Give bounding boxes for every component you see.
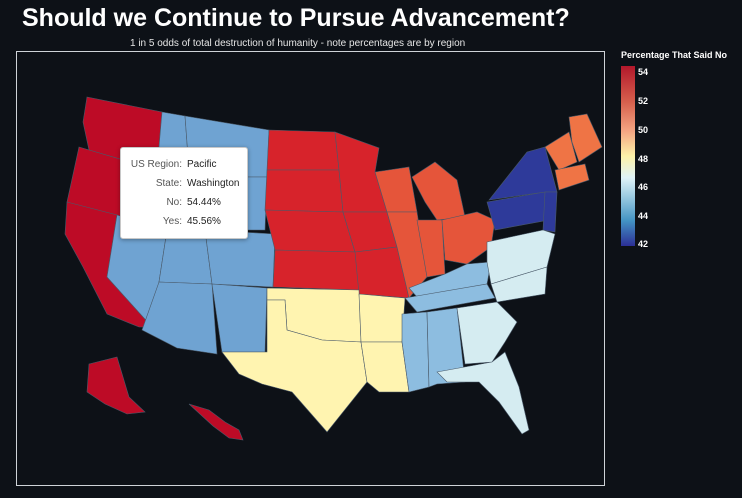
tooltip-row-region: US Region: Pacific xyxy=(121,159,247,173)
region-east-south-central[interactable] xyxy=(401,261,496,393)
state-south-dakota[interactable] xyxy=(264,169,344,213)
chart-title: Should we Continue to Pursue Advancement… xyxy=(22,4,570,32)
colorbar-tick-label: 52 xyxy=(638,96,649,106)
map-frame[interactable] xyxy=(16,51,605,486)
colorbar-tick-label: 54 xyxy=(638,67,649,77)
state-north-dakota[interactable] xyxy=(266,129,340,171)
state-kansas[interactable] xyxy=(272,249,360,291)
state-north-carolina[interactable] xyxy=(490,266,548,303)
colorbar-tick-label: 46 xyxy=(638,182,649,192)
tooltip-key: State: xyxy=(155,178,182,189)
tooltip-row-yes: Yes: 45.56% xyxy=(121,216,247,230)
state-nebraska[interactable] xyxy=(264,209,356,253)
us-choropleth-map[interactable] xyxy=(17,52,606,487)
colorbar-tick-label: 48 xyxy=(638,154,649,164)
legend-title: Percentage That Said No xyxy=(621,50,728,60)
state-massachusetts-ct-ri[interactable] xyxy=(554,163,590,191)
tooltip-key: No: xyxy=(166,197,182,208)
state-south-carolina-georgia[interactable] xyxy=(456,301,518,365)
region-south-atlantic[interactable] xyxy=(436,229,556,435)
state-maine[interactable] xyxy=(568,113,603,163)
tooltip-row-state: State: Washington xyxy=(121,178,247,192)
region-west-north-central[interactable] xyxy=(264,129,410,299)
hover-tooltip: US Region: Pacific State: Washington No:… xyxy=(120,147,248,239)
tooltip-value: Washington xyxy=(187,178,240,189)
state-arizona[interactable] xyxy=(141,281,218,355)
state-michigan[interactable] xyxy=(411,161,466,221)
chart-subtitle: 1 in 5 odds of total destruction of huma… xyxy=(130,38,466,49)
state-alabama[interactable] xyxy=(426,307,466,388)
state-new-jersey[interactable] xyxy=(542,191,558,233)
tooltip-key: Yes: xyxy=(162,216,182,227)
state-vermont-new-hampshire[interactable] xyxy=(544,131,578,171)
tooltip-key: US Region: xyxy=(130,159,182,170)
colorbar-tick-label: 50 xyxy=(638,125,649,135)
region-east-north-central[interactable] xyxy=(374,161,496,299)
colorbar-tick-label: 42 xyxy=(638,239,649,249)
state-new-mexico[interactable] xyxy=(211,283,268,353)
colorbar xyxy=(621,66,635,246)
region-west-south-central[interactable] xyxy=(221,287,410,433)
tooltip-row-no: No: 54.44% xyxy=(121,197,247,211)
tooltip-value: Pacific xyxy=(187,159,217,170)
state-mississippi[interactable] xyxy=(401,311,430,393)
tooltip-value: 45.56% xyxy=(187,216,221,227)
tooltip-value: 54.44% xyxy=(187,197,221,208)
state-alaska[interactable] xyxy=(86,356,146,415)
state-tennessee[interactable] xyxy=(404,283,496,313)
state-hawaii[interactable] xyxy=(188,403,244,441)
state-florida[interactable] xyxy=(436,351,530,435)
colorbar-tick-label: 44 xyxy=(638,211,649,221)
state-arkansas[interactable] xyxy=(358,293,406,343)
region-middle-atlantic[interactable] xyxy=(486,146,558,233)
state-new-york[interactable] xyxy=(488,146,558,201)
region-new-england[interactable] xyxy=(544,113,603,191)
state-louisiana[interactable] xyxy=(360,341,410,393)
